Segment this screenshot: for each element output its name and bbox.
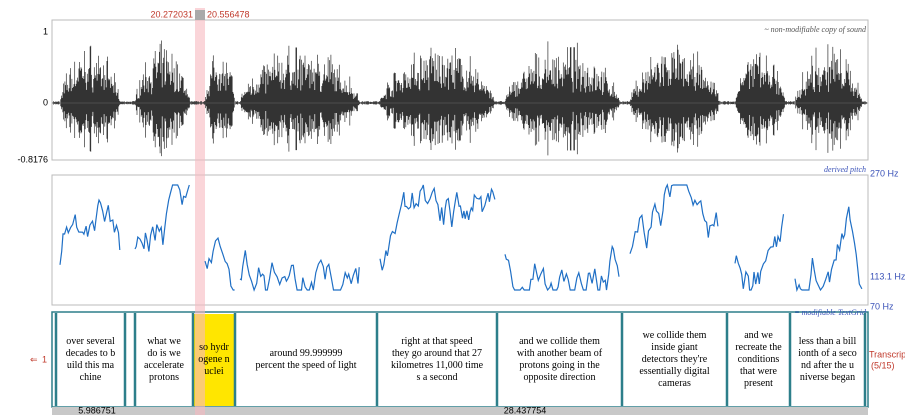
interval-line: inside giant: [651, 342, 698, 353]
interval-line: and we collide them: [519, 336, 600, 347]
interval-line: percent the speed of light: [255, 360, 356, 371]
time-bar[interactable]: [52, 407, 868, 415]
sound-label: ~ non-modifiable copy of sound: [764, 25, 867, 34]
interval-line: detectors they're: [642, 354, 708, 365]
interval-text[interactable]: less than a bill ionth of a seco nd after …: [798, 336, 857, 383]
tier-arrow: ⇐: [30, 354, 38, 364]
tier-count: (5/15): [871, 360, 895, 370]
pitch-segment: [629, 183, 719, 254]
pitch-segment: [239, 250, 360, 292]
pitch-panel: [51, 174, 869, 306]
interval-line: nd after the u: [801, 360, 854, 371]
pitch-segment: [379, 184, 496, 271]
selection-band: [195, 8, 205, 415]
pitch-segment: [794, 206, 863, 293]
interval-line: that were: [740, 366, 777, 377]
interval-line: over several: [66, 336, 115, 347]
interval-line: right at that speed: [401, 336, 472, 347]
interval-text[interactable]: around 99.999999 percent the speed of lig…: [255, 348, 356, 371]
interval-line: uclei: [204, 366, 224, 377]
interval-line: accelerate: [144, 360, 185, 371]
textgrid-label: = modifiable TextGrid: [794, 308, 867, 317]
pitch-segment: [734, 214, 785, 291]
interval-line: kilometres 11,000 time: [391, 360, 484, 371]
interval-line: ogene n: [198, 354, 229, 365]
sound-zero: 0: [43, 97, 48, 107]
selection-handle[interactable]: [195, 10, 205, 20]
interval-line: s a second: [416, 372, 457, 383]
interval-line: they go around that 27: [392, 348, 482, 359]
interval-text[interactable]: and we collide them with another beam of p…: [517, 336, 603, 383]
waveform: [52, 40, 868, 157]
interval-line: decades to b: [66, 348, 115, 359]
interval-line: essentially digital: [639, 366, 709, 377]
interval-line: present: [744, 378, 773, 389]
interval-text[interactable]: what we do is we accelerate protons: [144, 336, 185, 383]
pitch-segment: [134, 184, 190, 252]
pitch-bottom: 70 Hz: [870, 301, 894, 311]
sound-max: 1: [43, 26, 48, 36]
tier-number: 1: [42, 354, 47, 364]
interval-text[interactable]: over several decades to b uild this ma chin…: [66, 336, 115, 383]
interval-line: protons going in the: [519, 360, 600, 371]
sound-min: -0.8176: [17, 154, 48, 164]
interval-line: cameras: [658, 378, 691, 389]
interval-line: chine: [80, 372, 102, 383]
selection-end: 20.556478: [207, 9, 250, 19]
interval-line: less than a bill: [799, 336, 857, 347]
interval-line: recreate the: [735, 342, 782, 353]
interval-text[interactable]: and we recreate the conditions that were pre…: [735, 330, 782, 389]
pitch-mid: 113.1 Hz: [870, 271, 905, 281]
interval-line: do is we: [147, 348, 181, 359]
pitch-label: derived pitch: [824, 165, 866, 174]
tier-name: Transcriptio: [869, 349, 905, 359]
pitch-top: 270 Hz: [870, 168, 899, 178]
pitch-segment: [204, 236, 235, 291]
interval-line: we collide them: [643, 330, 707, 341]
tier-box[interactable]: [51, 311, 869, 408]
interval-line: niverse began: [800, 372, 855, 383]
interval-line: protons: [149, 372, 179, 383]
interval-line: opposite direction: [524, 372, 596, 383]
pitch-segment: [59, 198, 121, 265]
interval-text[interactable]: we collide them inside giant detectors the…: [639, 330, 709, 389]
time-left[interactable]: 5.986751: [78, 405, 116, 415]
interval-line: ionth of a seco: [798, 348, 857, 359]
interval-line: what we: [147, 336, 181, 347]
pitch-segment: [504, 244, 620, 292]
interval-text[interactable]: right at that speed they go around that 2…: [391, 336, 484, 383]
pitch-curve: [59, 183, 863, 293]
time-right[interactable]: 28.437754: [504, 405, 547, 415]
interval-line: around 99.999999: [270, 348, 343, 359]
interval-text[interactable]: so hydr ogene n uclei: [198, 342, 229, 377]
selection-start: 20.272031: [150, 9, 193, 19]
interval-line: with another beam of: [517, 348, 603, 359]
interval-line: uild this ma: [67, 360, 115, 371]
interval-line: so hydr: [199, 342, 229, 353]
interval-line: conditions: [738, 354, 780, 365]
interval-line: and we: [744, 330, 773, 341]
